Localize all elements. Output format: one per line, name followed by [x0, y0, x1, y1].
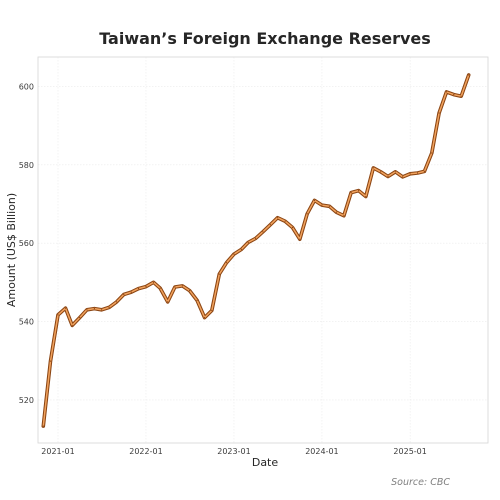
data-point: [453, 94, 455, 96]
data-point: [313, 199, 316, 201]
data-point: [365, 195, 367, 198]
data-point: [247, 241, 249, 243]
data-point: [71, 324, 73, 326]
source-note: Source: CBC: [391, 477, 450, 488]
chart-title: Taiwan’s Foreign Exchange Reserves: [99, 29, 431, 48]
data-point: [262, 231, 264, 233]
data-point: [204, 317, 206, 319]
data-point: [225, 262, 228, 264]
x-tick-label: 2024-01: [305, 447, 338, 456]
data-point: [394, 171, 396, 173]
data-point: [130, 291, 132, 293]
data-point: [445, 91, 448, 93]
data-point: [328, 205, 330, 207]
x-tick-label: 2023-01: [217, 447, 250, 456]
data-point: [152, 281, 155, 283]
y-tick-label: 600: [19, 82, 34, 91]
data-point: [79, 317, 81, 319]
data-point: [350, 192, 352, 194]
data-point: [321, 204, 323, 206]
data-point: [86, 309, 88, 311]
data-point: [137, 288, 140, 290]
series-line-outline: [41, 73, 471, 428]
data-point: [123, 293, 125, 296]
data-point: [335, 211, 337, 213]
series-line: [42, 74, 470, 427]
data-point: [402, 176, 404, 178]
data-point: [468, 74, 470, 76]
series-layer: [41, 73, 471, 428]
data-point: [181, 285, 183, 287]
data-point: [423, 170, 425, 172]
data-point: [343, 215, 345, 217]
data-point: [269, 224, 271, 226]
data-point: [291, 226, 294, 229]
y-tick-label: 520: [19, 396, 34, 405]
data-point: [42, 425, 44, 427]
data-point: [108, 306, 110, 308]
y-tick-label: 580: [19, 161, 34, 170]
data-point: [380, 171, 382, 173]
data-point: [189, 290, 191, 292]
data-point: [460, 95, 462, 97]
data-point: [101, 309, 103, 311]
data-point: [240, 248, 242, 250]
data-point: [57, 314, 59, 316]
data-point: [277, 217, 279, 219]
y-axis-ticks: 520 540 560 580 600: [19, 82, 34, 405]
data-point: [159, 287, 161, 289]
data-point: [116, 301, 118, 303]
data-point: [431, 152, 433, 154]
y-tick-label: 560: [19, 239, 34, 248]
data-point: [417, 172, 419, 174]
data-point: [409, 173, 411, 175]
data-point: [299, 238, 301, 240]
data-point: [64, 307, 67, 309]
data-point: [387, 175, 389, 178]
data-point: [211, 309, 213, 312]
x-axis-label: Date: [252, 456, 279, 469]
x-tick-label: 2022-01: [129, 447, 162, 456]
data-point: [284, 220, 286, 222]
x-tick-label: 2021-01: [41, 447, 74, 456]
plot-frame: [37, 56, 489, 444]
data-point: [93, 308, 95, 310]
data-point: [255, 237, 257, 239]
grid-lines: [38, 57, 488, 443]
data-point: [145, 286, 147, 288]
y-tick-label: 540: [19, 318, 34, 327]
data-point: [372, 167, 374, 169]
y-axis-label: Amount (US$ Billion): [5, 193, 18, 307]
x-tick-label: 2025-01: [393, 447, 426, 456]
data-point: [218, 273, 220, 275]
data-point: [358, 190, 360, 192]
data-point: [196, 299, 198, 301]
data-point: [49, 360, 52, 362]
data-point: [167, 301, 169, 303]
data-point: [306, 213, 308, 215]
data-point: [233, 253, 235, 255]
data-point: [174, 286, 176, 288]
x-axis-ticks: 2021-01 2022-01 2023-01 2024-01 2025-01: [41, 447, 427, 456]
data-point: [438, 112, 440, 114]
